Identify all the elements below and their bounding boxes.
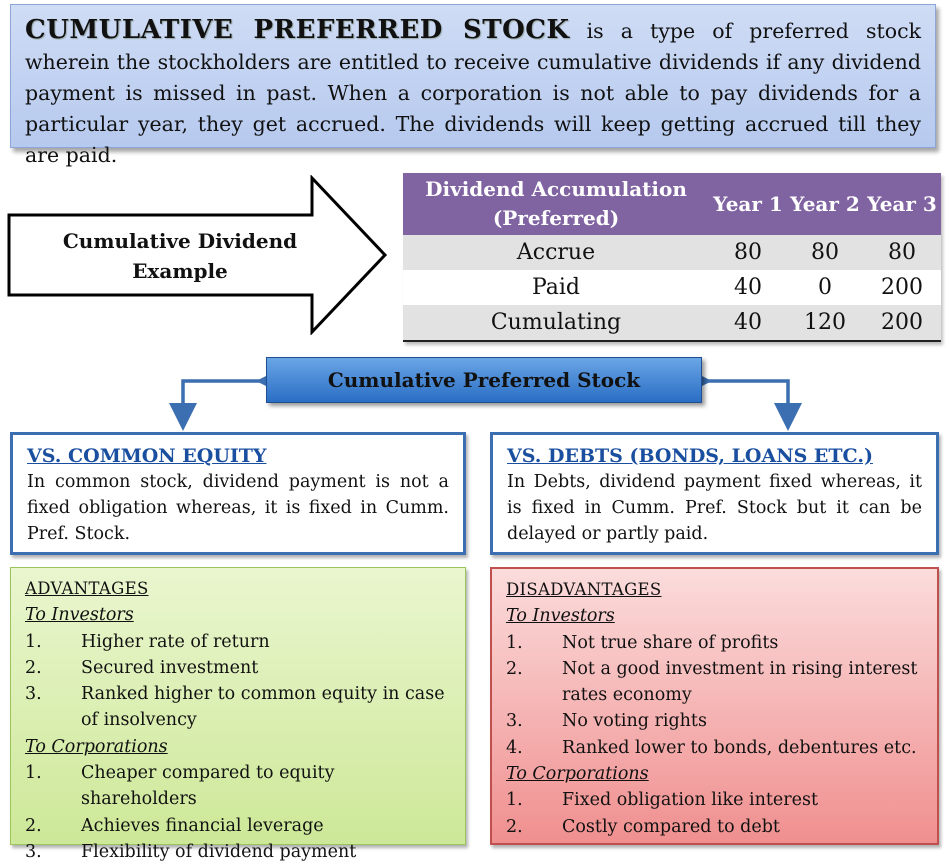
item-text: Cheaper compared to equity shareholders [81, 763, 335, 810]
table-cell: 200 [881, 275, 923, 300]
list-item: 2. Secured investment [25, 655, 451, 681]
item-number: 3. [25, 684, 42, 705]
vs-debts-box: VS. DEBTS (BONDS, LOANS ETC.) In Debts, … [490, 432, 939, 555]
table-cell: 80 [787, 235, 863, 270]
list-item: 3. Ranked higher to common equity in case… [25, 681, 451, 734]
item-text: No voting rights [562, 711, 707, 732]
vs-debts-title: VS. DEBTS (BONDS, LOANS ETC.) [507, 445, 873, 467]
item-text: Ranked lower to bonds, debentures etc. [562, 737, 917, 758]
advantages-investors-label: To Investors [25, 605, 134, 626]
table-header-cell: Year 1 [709, 173, 787, 235]
disadvantages-investors-label: To Investors [506, 606, 615, 627]
right-connector [684, 367, 802, 431]
left-connector [169, 367, 284, 431]
item-number: 1. [506, 790, 523, 811]
dividend-table: Dividend Accumulation (Preferred) Year 1… [403, 173, 941, 342]
item-number: 2. [506, 816, 523, 837]
disadvantages-corporations-label: To Corporations [506, 764, 649, 785]
row-label: Paid [531, 275, 581, 300]
disadvantages-box: DISADVANTAGES To Investors 1. Not true sh… [490, 567, 939, 845]
item-number: 1. [25, 763, 42, 784]
table-header-cell: Year 3 [863, 173, 941, 235]
item-number: 3. [506, 711, 523, 732]
table-row: Cumulating 40 120 200 [403, 305, 941, 342]
item-text: Not true share of profits [562, 632, 779, 653]
item-number: 1. [506, 632, 523, 653]
vs-debts-text: In Debts, dividend payment fixed whereas… [507, 472, 922, 544]
item-number: 2. [25, 815, 42, 836]
item-text: Higher rate of return [81, 631, 270, 652]
definition-term: CUMULATIVE PREFERRED STOCK [25, 15, 570, 45]
vs-common-text: In common stock, dividend payment is not… [27, 472, 449, 544]
list-item: 1. Higher rate of return [25, 629, 451, 655]
table-header-cell: Year 2 [787, 173, 863, 235]
item-number: 2. [506, 658, 523, 679]
table-cell: 80 [863, 235, 941, 270]
table-cell: 0 [818, 275, 832, 300]
advantages-corporations-label: To Corporations [25, 736, 168, 757]
row-label: Accrue [403, 235, 709, 270]
list-item: 4. Ranked lower to bonds, debentures etc. [506, 735, 923, 761]
list-item: 2. Not a good investment in rising intere… [506, 656, 923, 709]
definition-box: CUMULATIVE PREFERRED STOCK is a type of … [10, 4, 936, 167]
list-item: 2. Costly compared to debt [506, 814, 923, 840]
table-cell: 40 [709, 305, 787, 342]
item-number: 3. [25, 841, 42, 862]
item-text: Not a good investment in rising interest… [562, 658, 918, 706]
table-header-cell: Dividend Accumulation (Preferred) [403, 173, 709, 235]
item-number: 2. [25, 657, 42, 678]
table-row: Accrue 80 80 80 [403, 235, 941, 270]
item-text: Fixed obligation like interest [562, 790, 819, 811]
table-header-row: Dividend Accumulation (Preferred) Year 1… [403, 173, 941, 235]
advantages-heading: ADVANTAGES [25, 579, 149, 598]
definition-text: is a type of preferred stock wherein the… [25, 19, 922, 167]
list-item: 3. No voting rights [506, 708, 923, 734]
item-text: Achieves financial leverage [81, 815, 324, 836]
vs-common-title: VS. COMMON EQUITY [27, 445, 267, 467]
list-item: 1. Cheaper compared to equity shareholder… [25, 760, 451, 813]
table-cell: 40 [734, 275, 762, 300]
item-text: Secured investment [81, 657, 259, 678]
list-item: 2. Achieves financial leverage [25, 813, 451, 839]
arrow-label: Cumulative Dividend Example [62, 229, 298, 283]
item-text: Costly compared to debt [562, 816, 780, 837]
item-number: 1. [25, 631, 42, 652]
center-topic-box: Cumulative Preferred Stock [266, 357, 702, 403]
list-item: 1. Not true share of profits [506, 630, 923, 656]
row-label: Cumulating [403, 305, 709, 342]
table-cell: 120 [787, 305, 863, 342]
table-cell: 200 [863, 305, 941, 342]
block-arrow-shape [7, 175, 388, 335]
table-cell: 80 [709, 235, 787, 270]
list-item: 3. Flexibility of dividend payment [25, 839, 451, 865]
advantages-box: ADVANTAGES To Investors 1. Higher rate of… [10, 567, 466, 862]
list-item: 1. Fixed obligation like interest [506, 787, 923, 813]
vs-common-equity-box: VS. COMMON EQUITY In common stock, divid… [10, 432, 466, 555]
item-number: 4. [506, 737, 523, 758]
table-row: Paid 40 0 200 [403, 270, 941, 305]
item-text: Flexibility of dividend payment [81, 841, 357, 862]
disadvantages-heading: DISADVANTAGES [506, 580, 662, 599]
item-text: Ranked higher to common equity in case o… [81, 684, 445, 731]
